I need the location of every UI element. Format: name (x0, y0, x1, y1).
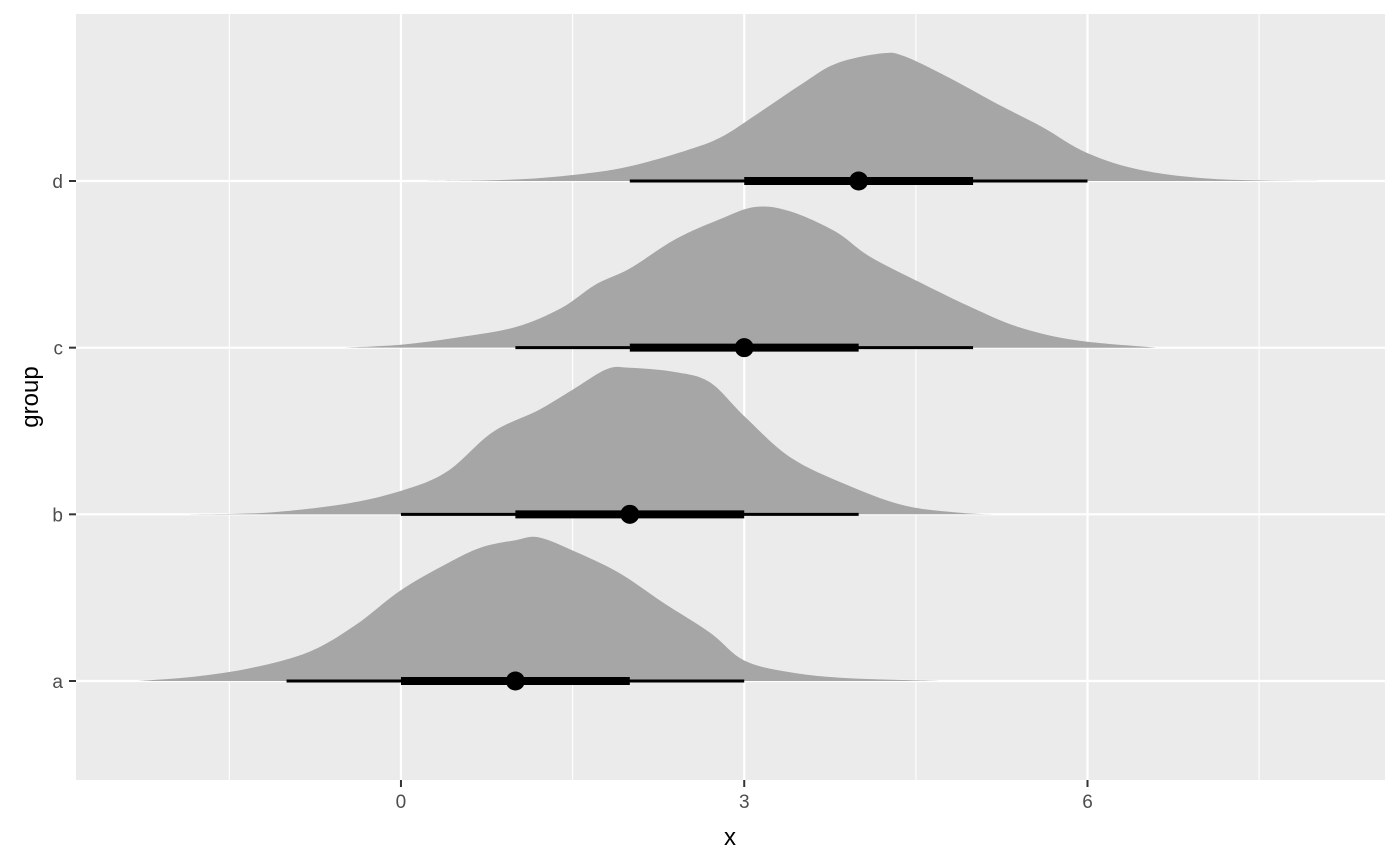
median-point-b (620, 504, 640, 524)
y-axis: a b c d (52, 172, 76, 693)
density-c (343, 206, 1157, 348)
density-b (189, 366, 997, 515)
x-axis-title: x (724, 824, 736, 851)
median-point-a (505, 671, 525, 691)
y-tick-label: b (52, 505, 63, 526)
y-tick-label: a (52, 672, 63, 693)
density-d (423, 52, 1340, 182)
interval-layer (286, 171, 1088, 691)
y-axis-title: group (17, 366, 44, 427)
y-tick-label: c (54, 339, 64, 360)
x-tick-label: 6 (1082, 792, 1093, 813)
density-a (137, 536, 939, 681)
y-tick-label: d (52, 172, 63, 193)
x-tick-label: 3 (739, 792, 750, 813)
median-point-d (849, 171, 869, 191)
x-axis: 0 3 6 (396, 780, 1093, 813)
median-point-c (734, 338, 754, 358)
x-tick-label: 0 (396, 792, 407, 813)
density-layer (137, 52, 1340, 681)
